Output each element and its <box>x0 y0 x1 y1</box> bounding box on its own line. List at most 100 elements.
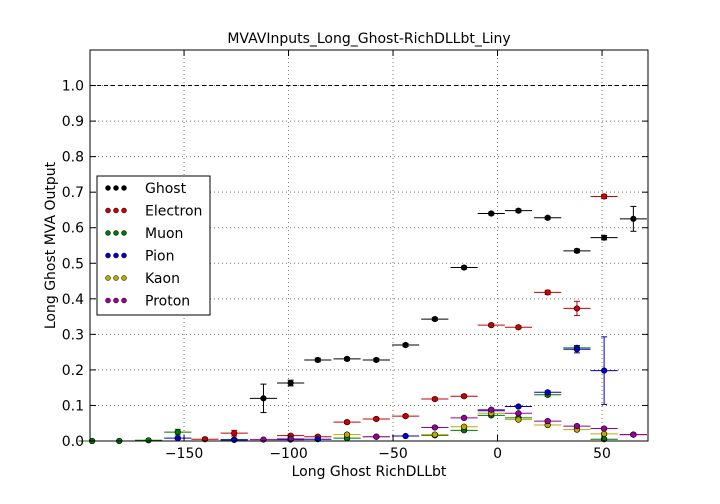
data-point <box>515 324 522 331</box>
y-tick-label: 0.4 <box>62 292 84 308</box>
data-point <box>544 389 551 396</box>
data-point <box>231 430 238 437</box>
series-proton <box>249 406 647 443</box>
x-axis-label: Long Ghost RichDLLbt <box>292 464 447 480</box>
data-point <box>601 367 608 374</box>
y-tick-label: 0.6 <box>62 221 84 237</box>
legend-label-ghost: Ghost <box>145 181 187 197</box>
y-axis-label: Long Ghost MVA Output <box>43 161 59 329</box>
data-point <box>515 207 522 214</box>
legend-marker <box>121 252 127 259</box>
x-tick-label: 50 <box>593 446 611 462</box>
legend-marker <box>121 297 127 304</box>
series-ghost <box>249 205 647 414</box>
data-point <box>145 437 152 444</box>
legend-marker <box>113 297 119 304</box>
x-tick-label: −100 <box>269 446 307 462</box>
data-point <box>544 417 551 425</box>
data-point <box>573 305 581 312</box>
data-point <box>544 289 551 296</box>
data-point <box>630 431 637 438</box>
data-point <box>174 435 181 442</box>
data-point <box>431 431 438 438</box>
data-point <box>460 414 468 421</box>
data-point <box>174 429 181 436</box>
y-tick-label: 0.3 <box>62 327 84 343</box>
legend-marker <box>105 275 111 281</box>
data-point <box>260 395 267 402</box>
data-point <box>601 425 608 432</box>
data-point <box>488 322 495 329</box>
legend-label-proton: Proton <box>145 294 190 310</box>
legend-label-muon: Muon <box>145 226 183 242</box>
data-marks <box>78 193 647 445</box>
data-point <box>573 247 581 254</box>
series-electron <box>191 193 647 443</box>
data-point <box>573 422 581 430</box>
data-point <box>460 423 468 430</box>
legend: Ghost Electron Muon Pion Kaon Proton <box>96 175 211 316</box>
x-tick-label: −50 <box>378 446 408 462</box>
data-point <box>601 234 608 241</box>
data-point <box>343 355 351 362</box>
legend-marker <box>105 297 111 304</box>
legend-marker <box>105 185 111 191</box>
legend-marker <box>105 252 111 259</box>
data-point <box>373 433 380 440</box>
series-pion <box>164 336 618 444</box>
plot-frame <box>89 49 649 442</box>
legend-label-kaon: Kaon <box>145 271 180 287</box>
data-point <box>573 346 581 353</box>
data-point <box>431 424 438 431</box>
data-point <box>488 406 495 413</box>
data-point <box>314 356 321 364</box>
data-point <box>515 403 522 410</box>
legend-marker <box>113 275 119 281</box>
legend-label-pion: Pion <box>145 249 174 265</box>
data-point <box>287 435 294 442</box>
ticks: −150 −100 −50 0 50 0.0 0.1 0.2 0.3 0.4 0.5 0.6 0.7 0.… <box>62 50 648 462</box>
y-tick-label: 0.2 <box>62 363 84 379</box>
data-point <box>402 413 409 420</box>
data-point <box>343 419 351 426</box>
x-tick-label: −150 <box>165 446 203 462</box>
legend-label-electron: Electron <box>145 204 202 220</box>
x-tick-label: 0 <box>493 446 502 462</box>
y-tick-label: 0.1 <box>62 398 84 414</box>
legend-marker <box>121 185 127 191</box>
data-point <box>488 210 495 217</box>
data-point <box>373 415 380 423</box>
data-point <box>431 395 438 403</box>
legend-marker <box>121 230 127 236</box>
data-point <box>544 214 551 221</box>
legend-marker <box>105 207 111 214</box>
data-point <box>515 410 522 417</box>
y-tick-label: 0.5 <box>62 256 84 272</box>
data-point <box>630 215 637 222</box>
data-point <box>601 193 608 200</box>
data-point <box>287 379 294 387</box>
y-tick-label: 1.0 <box>62 79 84 95</box>
legend-marker <box>121 275 127 281</box>
y-tick-label: 0.9 <box>62 114 84 130</box>
legend-marker <box>113 252 119 259</box>
data-point <box>260 436 267 443</box>
y-tick-label: 0.0 <box>62 434 84 450</box>
chart-title: MVAVInputs_Long_Ghost-RichDLLbt_Liny <box>227 31 510 47</box>
legend-marker <box>113 207 119 214</box>
y-tick-label: 0.7 <box>62 185 84 201</box>
data-point <box>373 356 380 364</box>
legend-box <box>96 175 211 316</box>
data-point <box>460 264 468 271</box>
data-point <box>402 341 409 349</box>
y-tick-label: 0.8 <box>62 150 84 166</box>
data-point <box>431 315 438 323</box>
data-point <box>460 393 468 400</box>
data-point <box>402 432 409 440</box>
data-point <box>515 416 522 423</box>
legend-marker <box>113 230 119 236</box>
legend-marker <box>105 230 111 236</box>
legend-marker <box>113 185 119 191</box>
data-point <box>231 436 238 444</box>
